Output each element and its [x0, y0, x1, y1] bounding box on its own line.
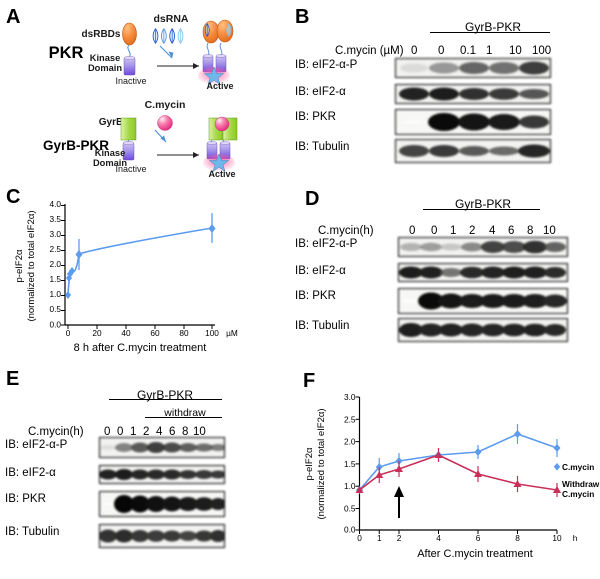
svg-text:2: 2	[397, 533, 402, 543]
svg-text:3.0: 3.0	[49, 229, 61, 239]
svg-text:100: 100	[205, 328, 219, 338]
svg-text:3.5: 3.5	[49, 214, 61, 224]
svg-text:2.0: 2.0	[49, 259, 61, 269]
svg-text:C.mycin: C.mycin	[145, 99, 186, 111]
svg-text:(normalized to total eIF2α): (normalized to total eIF2α)	[26, 210, 37, 321]
svg-text:p-eIF2α: p-eIF2α	[304, 447, 315, 480]
svg-text:0.0: 0.0	[344, 525, 356, 535]
svg-text:80: 80	[179, 328, 189, 338]
svg-text:p-eIF2α: p-eIF2α	[14, 249, 25, 282]
svg-text:4: 4	[436, 533, 441, 543]
svg-text:1.0: 1.0	[344, 481, 356, 491]
svg-text:2.0: 2.0	[344, 437, 356, 447]
svg-text:dsRBDs: dsRBDs	[82, 29, 121, 40]
svg-text:1.5: 1.5	[344, 459, 356, 469]
svg-text:dsRNA: dsRNA	[153, 13, 188, 25]
svg-text:Active: Active	[206, 81, 233, 91]
svg-text:µM: µM	[226, 328, 238, 338]
svg-text:0.5: 0.5	[49, 304, 61, 314]
svg-text:1: 1	[377, 533, 382, 543]
svg-text:(normalized to total eIF2α): (normalized to total eIF2α)	[316, 408, 327, 519]
svg-text:Kinase: Kinase	[95, 148, 126, 158]
svg-text:Inactive: Inactive	[115, 76, 146, 86]
svg-text:h: h	[573, 533, 578, 543]
svg-text:Inactive: Inactive	[115, 164, 146, 174]
svg-text:C.mycin: C.mycin	[562, 489, 594, 499]
svg-text:Domain: Domain	[88, 63, 122, 73]
svg-text:2.5: 2.5	[344, 414, 356, 424]
svg-text:8 h after C.mycin treatment: 8 h after C.mycin treatment	[74, 342, 207, 354]
svg-text:C.mycin: C.mycin	[562, 462, 594, 472]
svg-text:0: 0	[357, 533, 362, 543]
svg-text:0: 0	[66, 328, 71, 338]
svg-text:Kinase: Kinase	[90, 53, 121, 63]
svg-text:3.0: 3.0	[344, 392, 356, 402]
svg-text:4.0: 4.0	[49, 199, 61, 209]
svg-text:0.5: 0.5	[344, 504, 356, 514]
svg-text:8: 8	[515, 533, 520, 543]
svg-text:1.5: 1.5	[49, 274, 61, 284]
svg-text:Withdraw: Withdraw	[562, 479, 600, 489]
svg-text:60: 60	[150, 328, 160, 338]
svg-text:PKR: PKR	[49, 44, 84, 62]
svg-text:20: 20	[92, 328, 102, 338]
svg-text:2.5: 2.5	[49, 244, 61, 254]
svg-text:6: 6	[476, 533, 481, 543]
svg-text:GyrB: GyrB	[99, 117, 123, 128]
svg-text:Active: Active	[208, 169, 235, 179]
svg-text:1.0: 1.0	[49, 289, 61, 299]
svg-text:0.0: 0.0	[49, 320, 61, 330]
svg-text:40: 40	[121, 328, 131, 338]
svg-text:After C.mycin treatment: After C.mycin treatment	[417, 548, 533, 560]
svg-text:10: 10	[552, 533, 562, 543]
